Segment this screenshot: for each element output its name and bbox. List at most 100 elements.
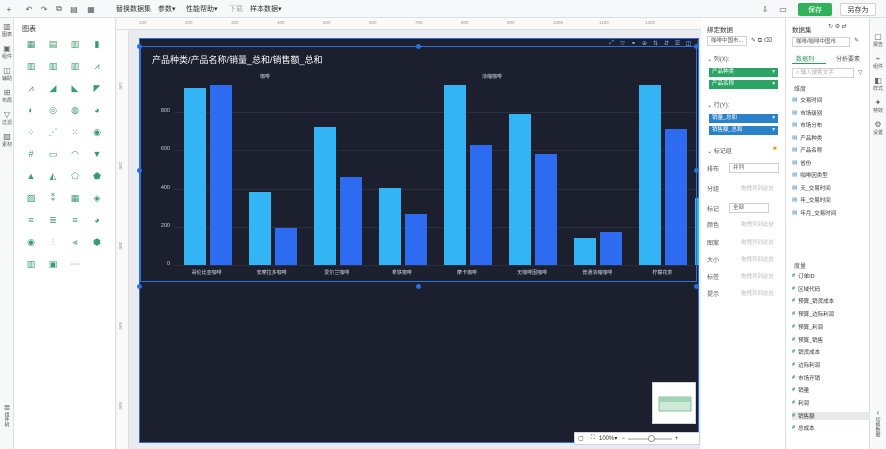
zoom-value[interactable]: 100% [599, 435, 615, 442]
measure-field[interactable]: # 销量 [792, 386, 809, 394]
chevron-down-icon[interactable]: ▾ [614, 436, 618, 442]
dimension-field[interactable]: ▤ 市场分布 [792, 121, 822, 129]
nav-effect[interactable]: ✦ 特效 [870, 98, 886, 114]
chart-type-icon[interactable]: ◕ [94, 105, 100, 115]
measure-field[interactable]: # 预算_销售 [792, 336, 823, 344]
chart-type-icon[interactable]: ◤ [93, 82, 101, 93]
chart-type-icon[interactable]: ≡ [72, 215, 78, 225]
minimap[interactable] [652, 382, 696, 424]
dataset-select[interactable]: 咖啡中国市... [707, 36, 747, 46]
chart-type-icon[interactable]: ⩘ [94, 60, 100, 71]
paste-icon[interactable]: ▤ [70, 4, 78, 14]
chart-type-icon[interactable]: ▲ [26, 171, 36, 181]
bar-sales-amount[interactable] [535, 154, 558, 265]
fullscreen-icon[interactable]: ◫ [685, 40, 692, 47]
chart-type-icon[interactable]: ▼ [92, 149, 102, 159]
measure-field[interactable]: # 预算_边际利润 [792, 310, 834, 318]
measure-field[interactable]: # 销货成本 [792, 348, 820, 356]
expand-icon[interactable]: ⤢ [609, 39, 614, 46]
chart-type-icon[interactable]: ◢ [49, 82, 57, 93]
bar-sales-volume[interactable] [183, 88, 206, 265]
bar-sales-volume[interactable] [444, 84, 467, 265]
refresh-icon[interactable]: ↻ [828, 24, 834, 30]
bar-sales-volume[interactable] [248, 192, 271, 265]
chart-type-icon[interactable]: ▮ [94, 38, 100, 49]
resize-handle[interactable] [694, 168, 699, 173]
measure-field[interactable]: # 利润 [792, 399, 809, 407]
chart-type-icon[interactable]: ▦ [26, 38, 36, 49]
redo-icon[interactable]: ↷ [40, 4, 48, 14]
download-button[interactable]: 下载 [229, 6, 243, 13]
export-icon[interactable]: ⇩ [761, 4, 769, 14]
chart-type-icon[interactable]: ▥ [26, 258, 36, 269]
tab-data-columns[interactable]: 数据列 [796, 57, 815, 63]
chart-type-icon[interactable]: ⋰ [48, 126, 58, 137]
sample-data-menu[interactable]: 样本数据 ▾ [250, 0, 282, 18]
bar-sales-volume[interactable] [639, 85, 662, 265]
chart-type-icon[interactable]: ⁙ [71, 126, 79, 137]
settings-icon[interactable]: ⚙ [834, 24, 841, 30]
nav-material[interactable]: ▨ 素材 [0, 132, 14, 148]
bar-sales-amount[interactable] [665, 129, 688, 265]
dimension-field[interactable]: ▤ 产品名称 [792, 146, 822, 154]
dimension-field[interactable]: ▤ 市场级别 [792, 109, 822, 117]
dimension-field[interactable]: ▤ 省份 [792, 159, 811, 167]
chart-type-icon[interactable]: # [28, 149, 34, 159]
nav-report[interactable]: ▢ 报告 [870, 32, 886, 48]
save-button[interactable]: 保存 [798, 3, 832, 16]
measure-field[interactable]: # 销售额 [792, 411, 872, 420]
dimension-field[interactable]: ▤ 年_交易时间 [792, 196, 831, 204]
layout-select[interactable]: 并列 [729, 163, 779, 173]
bar-sales-amount[interactable] [209, 84, 232, 265]
replace-dataset-button[interactable]: 替换数据集 [116, 6, 151, 13]
zoom-out-icon[interactable]: − [621, 435, 625, 442]
chart-type-icon[interactable]: ▭ [48, 148, 58, 159]
dataset-select[interactable]: 咖啡/咖啡中国市 [792, 37, 850, 47]
chart-type-icon[interactable]: ◐ [28, 105, 34, 115]
chart-type-icon[interactable]: ≣ [49, 214, 57, 225]
nav-data[interactable]: ⌁ 组件 [870, 54, 886, 70]
chart-type-icon[interactable]: ⬢ [93, 236, 101, 247]
zoom-slider-handle[interactable] [647, 434, 655, 442]
measure-field[interactable]: # 边际利润 [792, 361, 820, 369]
split-drop-zone[interactable]: 拖拽列到此处 [741, 186, 775, 192]
chart-type-icon[interactable]: ▣ [48, 258, 58, 269]
nav-component-tree[interactable]: ≣ 组件树 [0, 403, 14, 427]
bar-sales-volume[interactable] [313, 126, 336, 265]
chart-type-icon[interactable]: ▨ [26, 192, 36, 203]
size-drop-zone[interactable]: 拖拽列到此处 [741, 257, 775, 263]
edit-icon[interactable]: ✎ [751, 38, 757, 44]
chart-type-icon[interactable]: ◎ [49, 104, 57, 115]
chart-type-icon[interactable]: ⋯ [70, 258, 80, 269]
shape-drop-zone[interactable]: 拖拽列到此处 [741, 240, 775, 246]
zoom-in-icon[interactable]: + [674, 435, 679, 442]
measure-field[interactable]: # 预算_销货成本 [792, 297, 834, 305]
resize-handle[interactable] [694, 44, 699, 49]
resize-handle[interactable] [137, 44, 142, 49]
edit-icon[interactable]: ✎ [854, 38, 860, 44]
preview-icon[interactable]: ▭ [779, 4, 787, 14]
filter-icon[interactable]: ▽ [620, 40, 625, 47]
chart-type-icon[interactable]: ◣ [71, 82, 79, 93]
resize-handle[interactable] [694, 284, 699, 289]
dimension-field[interactable]: ▤ 产品种类 [792, 134, 822, 142]
measure-field[interactable]: # 总成本 [792, 424, 815, 432]
lock-icon[interactable]: ■ [773, 146, 777, 152]
chart-type-icon[interactable]: ≡ [28, 215, 34, 225]
chart-type-icon[interactable]: ⁑ [50, 192, 56, 203]
chart-type-icon[interactable]: ⫶ [51, 236, 55, 247]
dimension-field[interactable]: ▤ 年月_交易时间 [792, 209, 836, 217]
tab-analysis[interactable]: 分析要素 [836, 57, 861, 63]
dimension-field[interactable]: ▤ 咖啡因类型 [792, 171, 828, 179]
nav-switch-data[interactable]: ‹ 切换数据 [870, 408, 886, 437]
measure-field[interactable]: # 区域代码 [792, 285, 820, 293]
chart-type-icon[interactable]: ▥ [48, 60, 58, 71]
drill-icon[interactable]: ⇅ [652, 40, 659, 47]
color-drop-zone[interactable]: 拖拽列到此处 [741, 222, 775, 228]
bar-chart-widget[interactable]: 产品种类/产品名称/销量_总和/销售额_总和 ⤢ ▽ ⚭ ⊕ ⇅ ⇵ ☰ ◫ ⋮… [137, 38, 701, 443]
measure-field[interactable]: # 预算_利润 [792, 323, 823, 331]
save-as-button[interactable]: 另存为 [840, 3, 876, 16]
field-search-input[interactable]: ⌕ 输入搜索文字 [792, 68, 854, 78]
col-field[interactable]: 产品种类 ▾ [709, 68, 778, 77]
params-menu[interactable]: 参数 ▾ [158, 0, 176, 18]
